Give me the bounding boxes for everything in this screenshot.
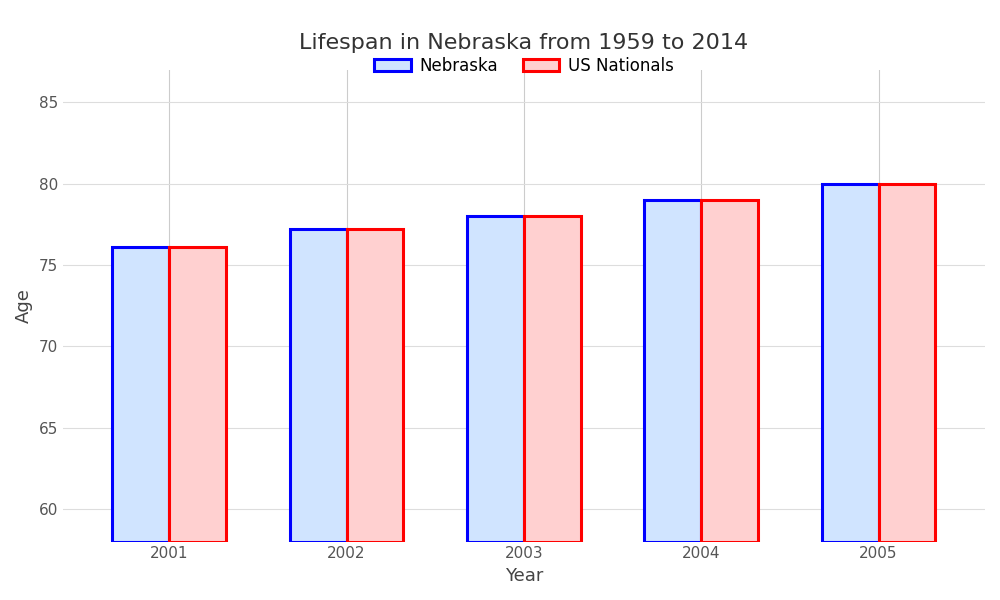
Bar bbox=[169, 247, 226, 542]
Bar bbox=[701, 200, 758, 542]
Bar bbox=[822, 184, 879, 542]
Title: Lifespan in Nebraska from 1959 to 2014: Lifespan in Nebraska from 1959 to 2014 bbox=[299, 33, 748, 53]
Bar bbox=[347, 229, 403, 542]
Y-axis label: Age: Age bbox=[15, 288, 33, 323]
Bar bbox=[879, 184, 935, 542]
Bar bbox=[644, 200, 701, 542]
Legend: Nebraska, US Nationals: Nebraska, US Nationals bbox=[367, 50, 680, 81]
Bar bbox=[467, 216, 524, 542]
X-axis label: Year: Year bbox=[505, 567, 543, 585]
Bar bbox=[112, 247, 169, 542]
Bar bbox=[290, 229, 347, 542]
Bar bbox=[524, 216, 581, 542]
